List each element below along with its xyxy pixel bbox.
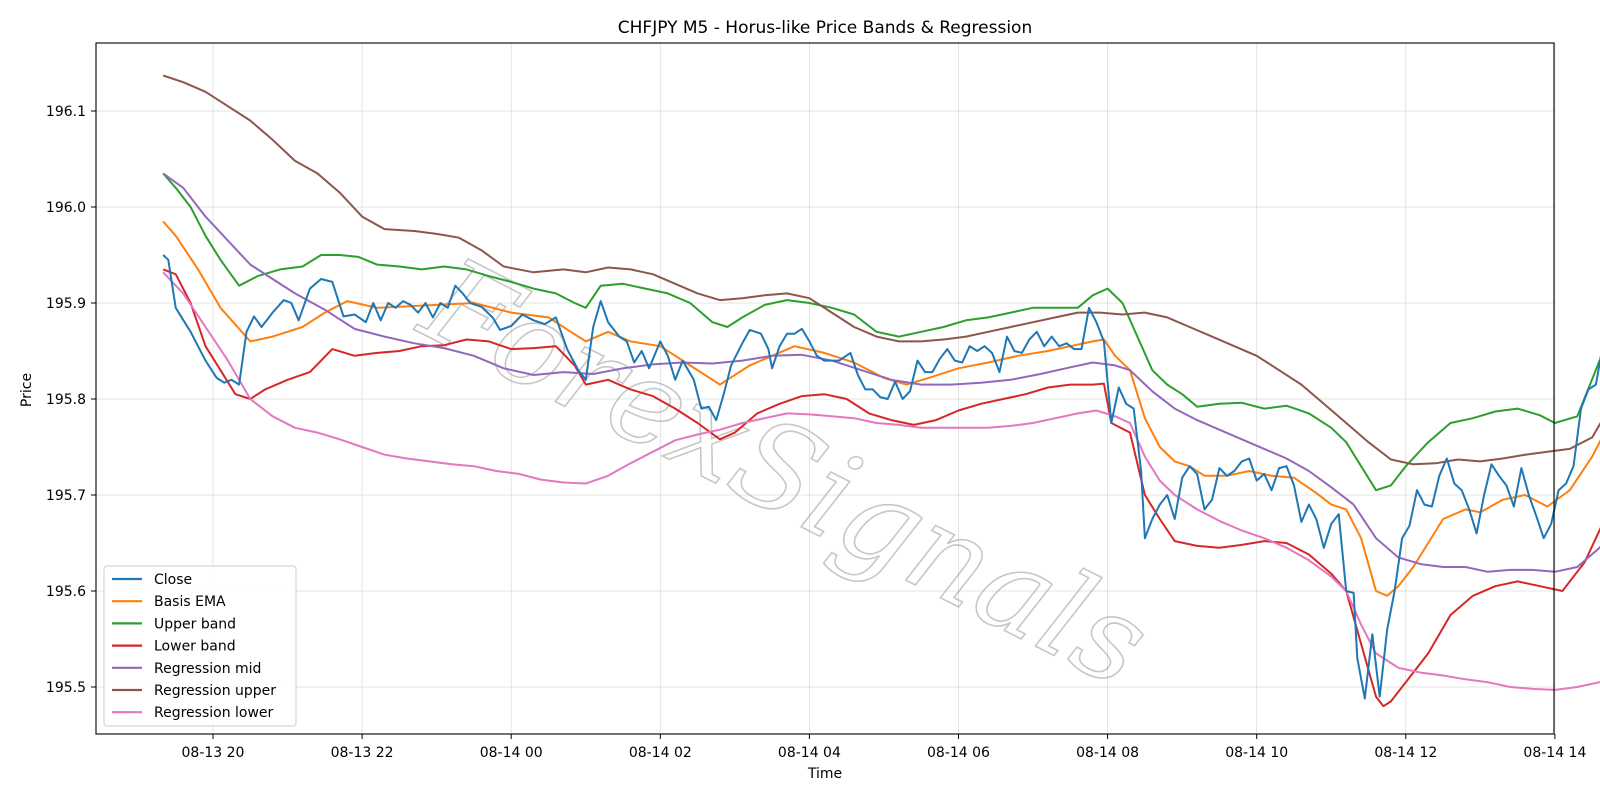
- y-tick-label: 195.8: [46, 392, 86, 408]
- x-tick-label: 08-14 12: [1374, 745, 1437, 761]
- series-line-regression-mid: [162, 172, 1600, 573]
- x-tick-label: 08-14 06: [927, 745, 990, 761]
- y-tick-label: 195.7: [46, 488, 86, 504]
- x-tick-label: 08-13 20: [182, 745, 245, 761]
- legend-label: Lower band: [154, 639, 236, 655]
- legend-label: Basis EMA: [154, 594, 226, 610]
- legend-box: [103, 565, 297, 727]
- chart-title: CHFJPY M5 - Horus-like Price Bands & Reg…: [618, 18, 1032, 38]
- legend-label: Regression lower: [154, 705, 274, 721]
- y-tick-label: 196.0: [46, 200, 86, 216]
- legend-label: Regression upper: [154, 683, 276, 699]
- legend-label: Close: [154, 572, 192, 588]
- axis-ticks: 08-13 20 08-13 22 08-14 00 08-14 02 08-14 04…: [46, 104, 1587, 761]
- x-tick-label: 08-14 10: [1225, 745, 1288, 761]
- legend-label: Upper band: [154, 616, 236, 632]
- x-tick-label: 08-14 08: [1076, 745, 1139, 761]
- x-tick-label: 08-14 02: [629, 745, 692, 761]
- legend: Close Basis EMA Upper band Lower band Regres…: [103, 565, 297, 727]
- series-line-upper-band: [162, 172, 1600, 492]
- grid: [96, 43, 1556, 734]
- series-line-basis-ema: [162, 220, 1600, 597]
- series-line-regression-upper: [162, 74, 1600, 466]
- legend-label: Regression mid: [154, 661, 261, 677]
- y-tick-label: 195.5: [46, 680, 86, 696]
- x-tick-label: 08-13 22: [331, 745, 394, 761]
- plot-area-frame: [95, 42, 1555, 735]
- y-tick-label: 195.6: [46, 584, 86, 600]
- x-axis-label: Time: [807, 766, 842, 782]
- series-line-close: [162, 254, 1600, 700]
- x-tick-label: 08-14 04: [778, 745, 841, 761]
- series: [162, 74, 1600, 708]
- y-tick-label: 196.1: [46, 104, 86, 120]
- x-tick-label: 08-14 00: [480, 745, 543, 761]
- y-tick-label: 195.9: [46, 296, 86, 312]
- y-axis-label: Price: [19, 373, 35, 407]
- series-line-regression-lower: [162, 271, 1600, 691]
- x-tick-label: 08-14 14: [1523, 745, 1586, 761]
